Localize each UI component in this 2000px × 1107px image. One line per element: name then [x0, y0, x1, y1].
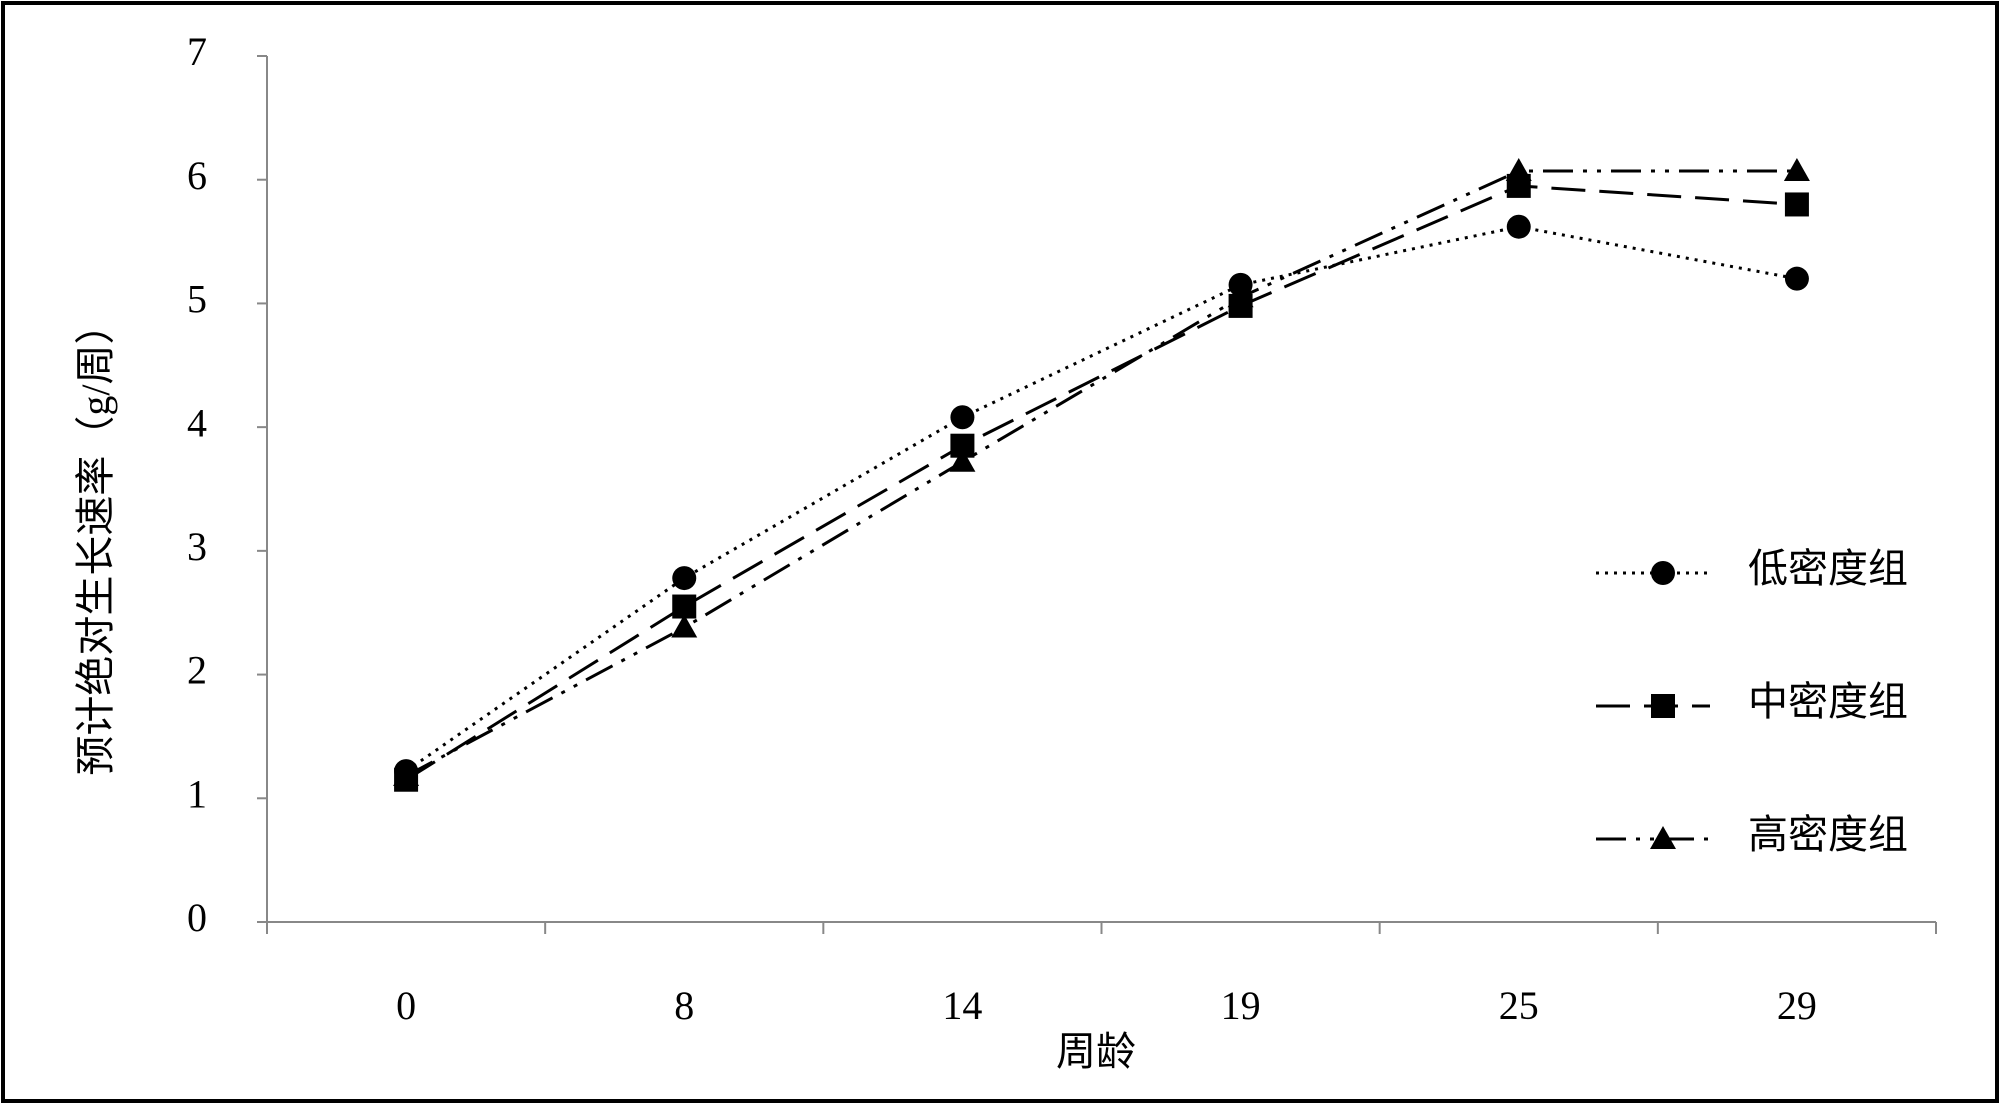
data-point: [672, 594, 697, 619]
series-line: [405, 169, 1797, 778]
x-tick-label: 0: [396, 983, 416, 1028]
x-tick-label: 14: [942, 983, 982, 1028]
y-tick-label: 3: [187, 524, 207, 569]
legend-marker: [1651, 561, 1675, 585]
legend-marker: [1651, 694, 1675, 718]
x-tick-label: 29: [1777, 983, 1817, 1028]
y-axis-label: 预计绝对生长速率（g/周）: [73, 304, 118, 775]
x-tick-label: 25: [1499, 983, 1539, 1028]
x-tick-label: 8: [674, 983, 694, 1028]
data-point: [671, 614, 698, 638]
y-tick-label: 5: [187, 277, 207, 322]
y-tick-label: 1: [187, 771, 207, 816]
legend-label: 高密度组: [1748, 812, 1908, 857]
legend-label: 低密度组: [1748, 546, 1908, 591]
data-point: [1784, 266, 1809, 291]
legend-label: 中密度组: [1748, 679, 1908, 724]
data-point: [393, 763, 420, 787]
data-point: [672, 566, 697, 591]
x-axis-label: 周龄: [1056, 1029, 1136, 1074]
x-tick-label: 19: [1221, 983, 1261, 1028]
data-point: [1227, 284, 1254, 308]
data-point: [950, 405, 975, 430]
y-tick-label: 6: [187, 153, 207, 198]
data-point: [1506, 214, 1531, 239]
data-point: [949, 448, 976, 472]
series-line: [405, 184, 1798, 782]
legend-marker: [1650, 826, 1676, 849]
data-point: [1505, 158, 1532, 182]
data-point: [1784, 192, 1809, 217]
y-tick-label: 4: [187, 400, 207, 445]
y-tick-label: 0: [187, 895, 207, 940]
y-tick-label: 7: [187, 29, 207, 74]
y-tick-label: 2: [187, 648, 207, 693]
data-point: [1783, 158, 1810, 182]
